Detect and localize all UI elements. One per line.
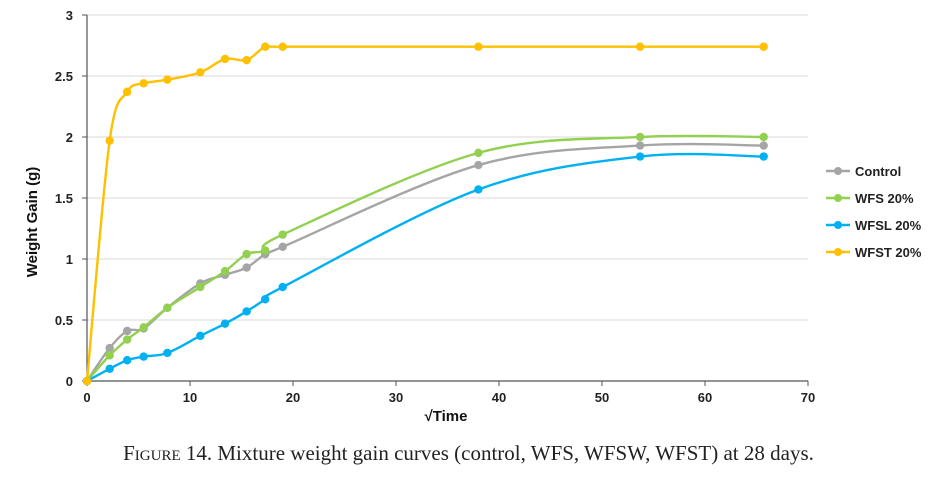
y-tick-label: 2 — [66, 130, 73, 145]
data-point-control — [122, 326, 132, 336]
data-point-wfst-20 — [105, 136, 114, 145]
data-point-wfs-20 — [278, 230, 287, 239]
data-point-control — [635, 141, 645, 150]
figure-caption: Figure 14. Mixture weight gain curves (c… — [0, 441, 937, 466]
y-tick-label: 0.5 — [55, 313, 73, 328]
x-tick-label: 0 — [83, 390, 90, 405]
x-tick-label: 20 — [286, 390, 300, 405]
series-line-control — [86, 142, 764, 382]
caption-text: 14. Mixture weight gain curves (control,… — [185, 441, 814, 465]
data-point-wfsl-20 — [163, 348, 172, 358]
y-tick-label: 0 — [66, 374, 73, 389]
legend-label-wfst-20: WFST 20% — [855, 245, 922, 260]
data-point-wfsl-20 — [105, 364, 114, 373]
legend: Control WFS 20% WFSL 20% WFST 20% — [826, 164, 922, 260]
data-point-wfst-20 — [122, 87, 132, 97]
data-point-wfs-20 — [163, 303, 172, 312]
data-point-wfs-20 — [242, 249, 251, 259]
x-tick-label: 40 — [492, 390, 506, 405]
data-point-wfst-20 — [278, 42, 287, 51]
data-point-wfst-20 — [163, 75, 172, 84]
data-point-wfst-20 — [260, 42, 270, 51]
y-tick-label: 1 — [66, 252, 73, 267]
data-point-wfst-20 — [759, 42, 768, 51]
line-chart: 0 10 20 30 40 50 60 70 0 0.5 1 1.5 2 2.5 3 √Time Weigh… — [24, 8, 922, 425]
data-point-wfsl-20 — [122, 356, 132, 365]
data-point-wfsl-20 — [196, 331, 205, 341]
tick-labels: 0 10 20 30 40 50 60 70 0 0.5 1 1.5 2 2.5 3 — [55, 8, 815, 405]
data-point-wfsl-20 — [242, 307, 251, 316]
data-point-wfs-20 — [105, 351, 114, 360]
data-point-control — [278, 242, 287, 251]
legend-label-wfs-20: WFS 20% — [855, 191, 914, 206]
data-point-wfs-20 — [196, 282, 205, 292]
data-point-wfsl-20 — [635, 152, 645, 161]
data-point-wfsl-20 — [260, 295, 270, 304]
x-tick-label: 30 — [389, 390, 403, 405]
data-point-wfst-20 — [196, 68, 205, 77]
data-point-wfsl-20 — [474, 185, 483, 194]
data-point-wfsl-20 — [759, 152, 768, 161]
y-tick-label: 3 — [66, 8, 73, 23]
data-point-wfs-20 — [220, 267, 230, 276]
data-point-wfst-20 — [82, 376, 92, 386]
legend-label-control: Control — [855, 164, 901, 179]
series-line-wfsl-20 — [86, 152, 764, 383]
data-point-wfsl-20 — [220, 319, 230, 328]
data-point-wfsl-20 — [278, 282, 287, 292]
data-point-wfst-20 — [474, 42, 483, 51]
data-point-wfst-20 — [220, 54, 230, 64]
y-axis-title: Weight Gain (g) — [24, 167, 41, 278]
data-point-wfst-20 — [139, 79, 148, 88]
x-tick-label: 70 — [801, 390, 815, 405]
data-point-wfst-20 — [635, 42, 645, 51]
x-tick-label: 10 — [183, 390, 197, 405]
series-line-wfst-20 — [85, 44, 764, 382]
y-tick-label: 2.5 — [55, 69, 73, 84]
x-tick-label: 60 — [698, 390, 712, 405]
legend-marker-wfs-20 — [834, 194, 842, 202]
data-point-wfst-20 — [242, 55, 251, 65]
data-point-wfs-20 — [260, 246, 270, 255]
data-point-control — [474, 160, 483, 170]
series-line-wfs-20 — [86, 134, 764, 382]
y-tick-label: 1.5 — [55, 191, 73, 206]
x-axis-title: √Time — [425, 408, 468, 425]
data-point-wfs-20 — [122, 335, 132, 344]
data-point-wfs-20 — [635, 132, 645, 142]
data-point-wfs-20 — [474, 148, 483, 158]
legend-marker-wfst-20 — [834, 248, 842, 256]
data-point-wfs-20 — [759, 132, 768, 142]
caption-label-rest: igure — [134, 448, 181, 464]
x-tick-label: 50 — [595, 390, 609, 405]
axes — [82, 14, 809, 386]
data-point-control — [105, 343, 114, 353]
data-point-wfs-20 — [139, 323, 148, 332]
legend-label-wfsl-20: WFSL 20% — [855, 218, 922, 233]
caption-label-initial: F — [123, 441, 135, 465]
legend-marker-control — [834, 167, 842, 175]
data-point-control — [242, 263, 251, 272]
data-point-wfsl-20 — [139, 352, 148, 361]
legend-marker-wfsl-20 — [834, 221, 842, 229]
data-point-control — [759, 141, 768, 150]
series-group — [82, 42, 768, 386]
gridlines — [87, 14, 808, 321]
